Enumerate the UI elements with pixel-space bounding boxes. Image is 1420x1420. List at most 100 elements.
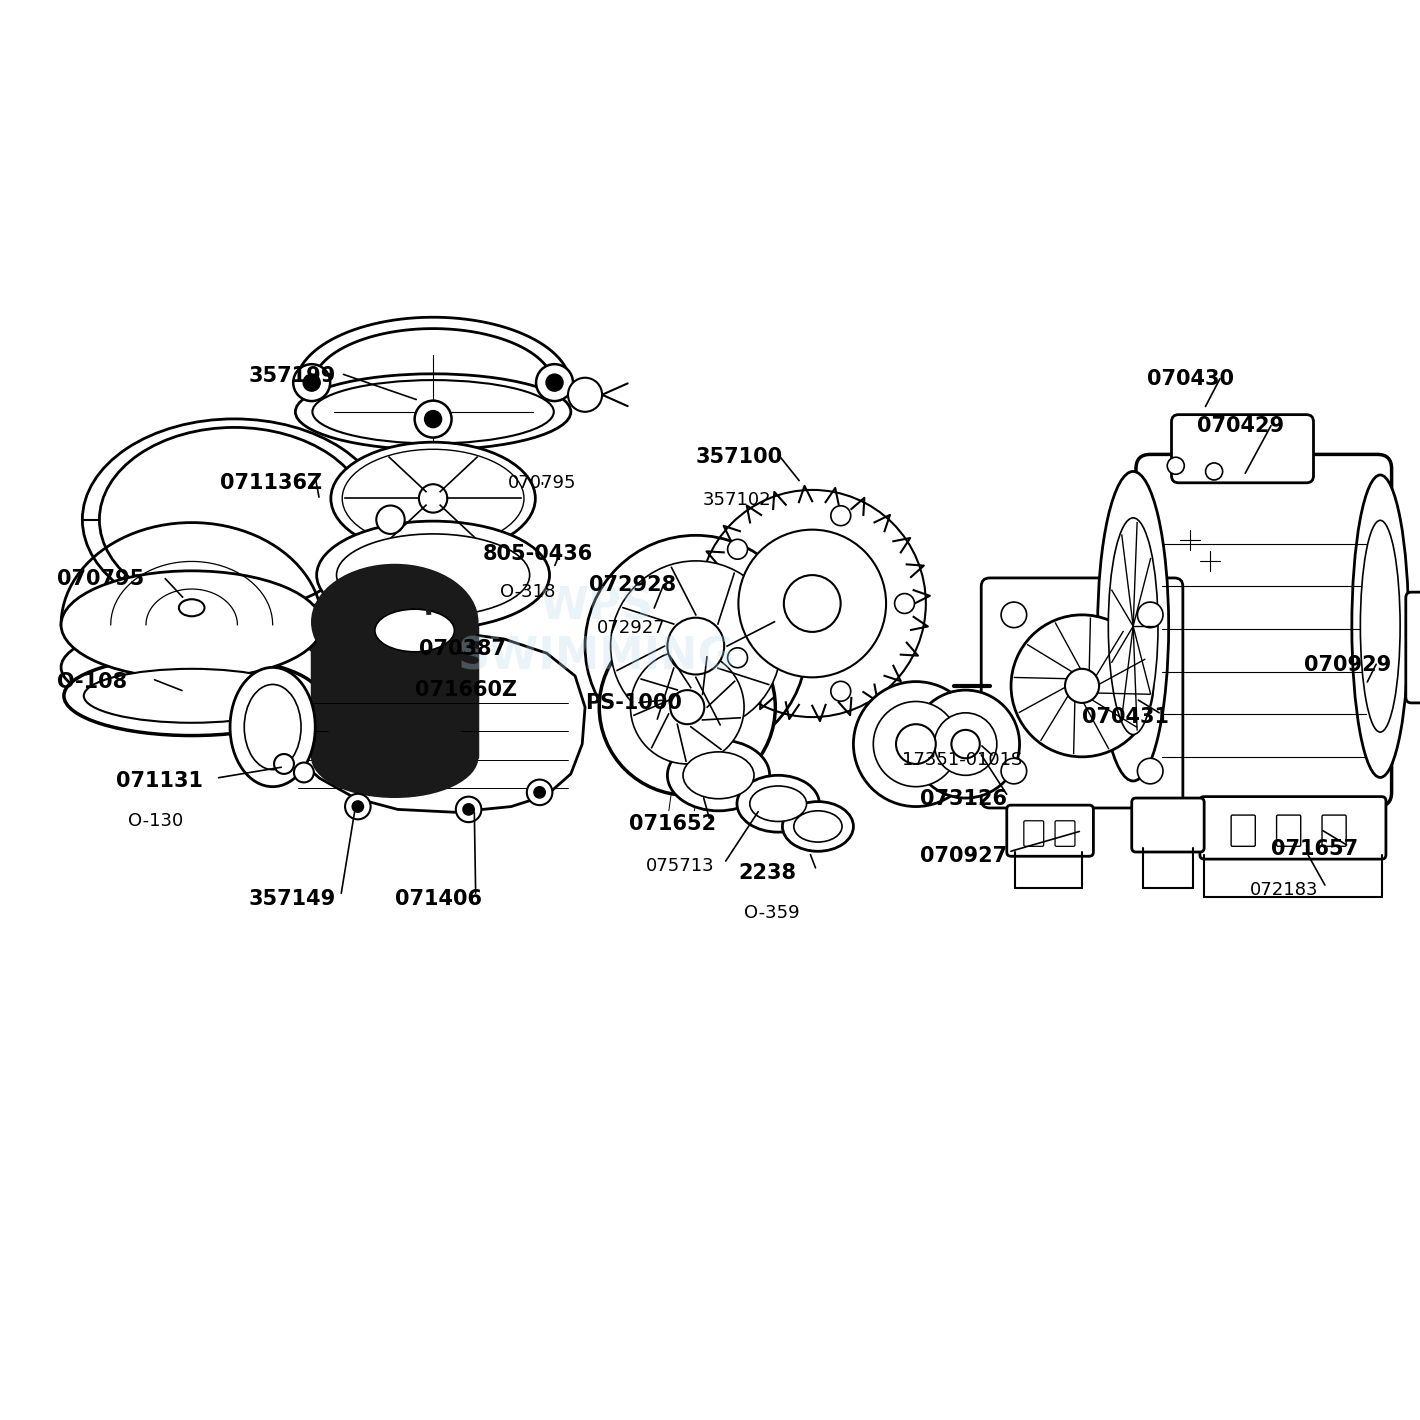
Text: 070429: 070429 — [1197, 416, 1284, 436]
Ellipse shape — [361, 599, 469, 662]
Ellipse shape — [794, 811, 842, 842]
Text: 17351-0101S: 17351-0101S — [902, 751, 1022, 768]
Circle shape — [1206, 463, 1223, 480]
Polygon shape — [277, 625, 585, 812]
Text: 075713: 075713 — [646, 858, 714, 875]
Ellipse shape — [312, 565, 477, 679]
Circle shape — [1001, 602, 1027, 628]
Text: O-318: O-318 — [500, 584, 555, 601]
Circle shape — [951, 730, 980, 758]
Circle shape — [853, 682, 978, 807]
Circle shape — [611, 561, 781, 731]
Circle shape — [419, 484, 447, 513]
Polygon shape — [61, 523, 322, 625]
Ellipse shape — [683, 753, 754, 798]
Text: 357149: 357149 — [248, 889, 335, 909]
Ellipse shape — [342, 449, 524, 548]
Circle shape — [1001, 758, 1027, 784]
Circle shape — [873, 701, 958, 787]
Ellipse shape — [782, 801, 853, 852]
Circle shape — [727, 648, 747, 667]
FancyBboxPatch shape — [1277, 815, 1301, 846]
Circle shape — [534, 787, 545, 798]
Circle shape — [831, 682, 851, 701]
Ellipse shape — [84, 669, 300, 723]
Text: 070431: 070431 — [1082, 707, 1169, 727]
Text: 070795: 070795 — [508, 474, 577, 491]
Ellipse shape — [337, 534, 530, 616]
Ellipse shape — [372, 598, 457, 632]
Ellipse shape — [667, 740, 770, 811]
FancyBboxPatch shape — [1322, 815, 1346, 846]
Ellipse shape — [1352, 474, 1409, 777]
Ellipse shape — [1109, 518, 1159, 734]
Ellipse shape — [1098, 471, 1169, 781]
Ellipse shape — [230, 667, 315, 787]
Text: 357102: 357102 — [703, 491, 771, 508]
Circle shape — [1180, 530, 1200, 550]
Ellipse shape — [64, 656, 320, 736]
Circle shape — [1137, 602, 1163, 628]
Text: 070430: 070430 — [1147, 369, 1234, 389]
FancyBboxPatch shape — [1231, 815, 1255, 846]
Text: 071660Z: 071660Z — [415, 680, 517, 700]
Circle shape — [831, 506, 851, 525]
Circle shape — [568, 378, 602, 412]
Circle shape — [896, 724, 936, 764]
Circle shape — [784, 575, 841, 632]
Ellipse shape — [375, 609, 454, 652]
Circle shape — [599, 619, 775, 795]
Circle shape — [1167, 457, 1184, 474]
FancyBboxPatch shape — [1055, 821, 1075, 846]
Ellipse shape — [331, 442, 535, 555]
Text: O-359: O-359 — [744, 905, 799, 922]
Circle shape — [895, 594, 914, 613]
Circle shape — [1065, 669, 1099, 703]
Circle shape — [630, 650, 744, 764]
Text: 070387: 070387 — [419, 639, 506, 659]
Ellipse shape — [737, 775, 819, 832]
Text: 805-0436: 805-0436 — [483, 544, 594, 564]
Text: 071136Z: 071136Z — [220, 473, 322, 493]
FancyBboxPatch shape — [1024, 821, 1044, 846]
Ellipse shape — [61, 625, 322, 710]
FancyBboxPatch shape — [1007, 805, 1093, 856]
Ellipse shape — [1360, 520, 1400, 733]
Circle shape — [345, 794, 371, 819]
Ellipse shape — [317, 521, 550, 629]
FancyBboxPatch shape — [1172, 415, 1314, 483]
Ellipse shape — [244, 684, 301, 770]
FancyBboxPatch shape — [1136, 454, 1392, 807]
Circle shape — [1011, 615, 1153, 757]
Circle shape — [727, 540, 747, 559]
FancyBboxPatch shape — [1132, 798, 1204, 852]
Text: PS-1000: PS-1000 — [585, 693, 682, 713]
Circle shape — [537, 364, 574, 400]
Text: 070927: 070927 — [920, 846, 1007, 866]
Text: 070795: 070795 — [57, 569, 143, 589]
Text: 2238: 2238 — [738, 863, 797, 883]
Circle shape — [302, 373, 320, 391]
Ellipse shape — [312, 717, 477, 797]
Circle shape — [425, 410, 442, 427]
Circle shape — [1200, 551, 1220, 571]
Text: O-108: O-108 — [57, 672, 126, 692]
Text: 357100: 357100 — [696, 447, 782, 467]
Circle shape — [376, 506, 405, 534]
Circle shape — [934, 713, 997, 775]
Text: 071657: 071657 — [1271, 839, 1358, 859]
Circle shape — [585, 535, 807, 757]
Circle shape — [547, 373, 564, 391]
FancyBboxPatch shape — [981, 578, 1183, 808]
FancyBboxPatch shape — [1200, 797, 1386, 859]
Circle shape — [463, 804, 474, 815]
Circle shape — [456, 797, 481, 822]
Ellipse shape — [179, 599, 204, 616]
Circle shape — [274, 754, 294, 774]
Circle shape — [667, 618, 724, 674]
Text: 072928: 072928 — [589, 575, 676, 595]
Circle shape — [912, 690, 1020, 798]
Text: 073126: 073126 — [920, 790, 1007, 809]
Circle shape — [527, 780, 552, 805]
Circle shape — [415, 400, 452, 437]
